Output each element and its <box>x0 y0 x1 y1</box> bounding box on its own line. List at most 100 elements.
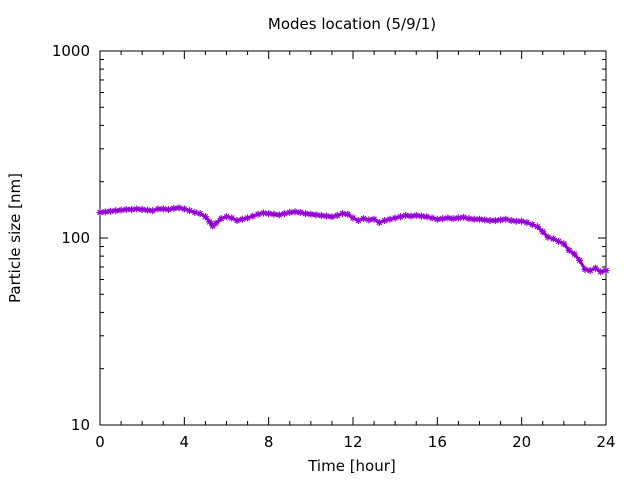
data-point <box>570 250 578 258</box>
data-point <box>354 217 362 225</box>
x-tick-label: 0 <box>95 433 105 451</box>
data-point <box>338 210 346 218</box>
data-point <box>428 214 436 222</box>
data-point <box>186 207 194 215</box>
data-point <box>386 215 394 223</box>
data-point <box>433 215 441 223</box>
data-point <box>560 240 568 248</box>
data-point <box>491 217 499 225</box>
data-point <box>591 264 599 272</box>
data-point <box>439 215 447 223</box>
x-tick-label: 4 <box>180 433 190 451</box>
data-point <box>122 206 130 214</box>
series-layer <box>96 204 610 276</box>
data-point <box>138 206 146 214</box>
data-point <box>217 215 225 223</box>
x-tick-label: 8 <box>264 433 274 451</box>
data-point <box>133 205 141 213</box>
data-point <box>302 210 310 218</box>
data-point <box>481 216 489 224</box>
data-point <box>328 213 336 221</box>
data-point <box>565 246 573 254</box>
data-point <box>365 216 373 224</box>
data-point <box>196 210 204 218</box>
data-point <box>317 211 325 219</box>
x-tick-label: 16 <box>428 433 447 451</box>
data-point <box>101 208 109 216</box>
data-point <box>349 214 357 222</box>
data-point <box>228 214 236 222</box>
data-point <box>602 267 610 275</box>
data-point <box>280 210 288 218</box>
data-point <box>249 212 257 220</box>
data-point <box>370 215 378 223</box>
data-point <box>244 214 252 222</box>
x-axis-label: Time [hour] <box>307 457 396 475</box>
data-point <box>497 216 505 224</box>
chart-title: Modes location (5/9/1) <box>268 15 436 33</box>
data-point <box>323 212 331 220</box>
data-point <box>307 210 315 218</box>
data-point <box>402 211 410 219</box>
tick-group: 0 4 8 12 16 20 24 10 100 1000 <box>52 42 616 451</box>
data-point <box>528 221 536 229</box>
data-point <box>270 210 278 218</box>
data-point <box>175 204 183 212</box>
y-axis-label: Particle size [nm] <box>6 173 24 303</box>
data-point <box>381 217 389 225</box>
data-point <box>423 213 431 221</box>
data-point <box>449 215 457 223</box>
data-point <box>597 268 605 276</box>
data-point <box>165 206 173 214</box>
data-point <box>586 267 594 275</box>
data-point <box>391 214 399 222</box>
data-point <box>254 210 262 218</box>
data-point <box>265 210 273 218</box>
data-point <box>333 211 341 219</box>
data-point <box>212 219 220 227</box>
data-point <box>112 207 120 215</box>
data-point <box>507 217 515 225</box>
data-point <box>523 219 531 227</box>
data-point <box>581 265 589 273</box>
data-point <box>407 212 415 220</box>
data-point <box>549 235 557 243</box>
data-point <box>312 211 320 219</box>
data-point <box>180 205 188 213</box>
x-tick-label: 12 <box>343 433 362 451</box>
x-tick-label: 24 <box>596 433 615 451</box>
data-point <box>206 218 214 226</box>
data-point <box>555 237 563 245</box>
data-point <box>396 213 404 221</box>
data-point <box>418 212 426 220</box>
y-tick-label: 100 <box>61 229 90 247</box>
data-point <box>233 217 241 225</box>
data-point <box>502 215 510 223</box>
x-tick-label: 20 <box>512 433 531 451</box>
data-point <box>191 208 199 216</box>
data-point <box>344 210 352 218</box>
data-point <box>412 211 420 219</box>
data-point <box>544 233 552 241</box>
data-point <box>444 214 452 222</box>
plot-area-border <box>99 50 607 426</box>
data-point <box>360 215 368 223</box>
data-point <box>576 256 584 264</box>
data-point <box>539 228 547 236</box>
data-point <box>476 215 483 223</box>
data-point <box>454 214 462 222</box>
data-point <box>375 219 383 227</box>
data-point <box>533 223 541 231</box>
data-point <box>518 217 526 225</box>
data-point <box>238 215 246 223</box>
data-point <box>275 211 283 219</box>
data-point <box>296 208 304 216</box>
data-point <box>149 207 157 215</box>
y-tick-label: 10 <box>71 416 90 434</box>
data-point <box>201 213 209 221</box>
data-point <box>223 213 230 221</box>
data-point <box>465 215 473 223</box>
y-tick-label: 1000 <box>52 42 90 60</box>
data-point <box>460 213 468 221</box>
